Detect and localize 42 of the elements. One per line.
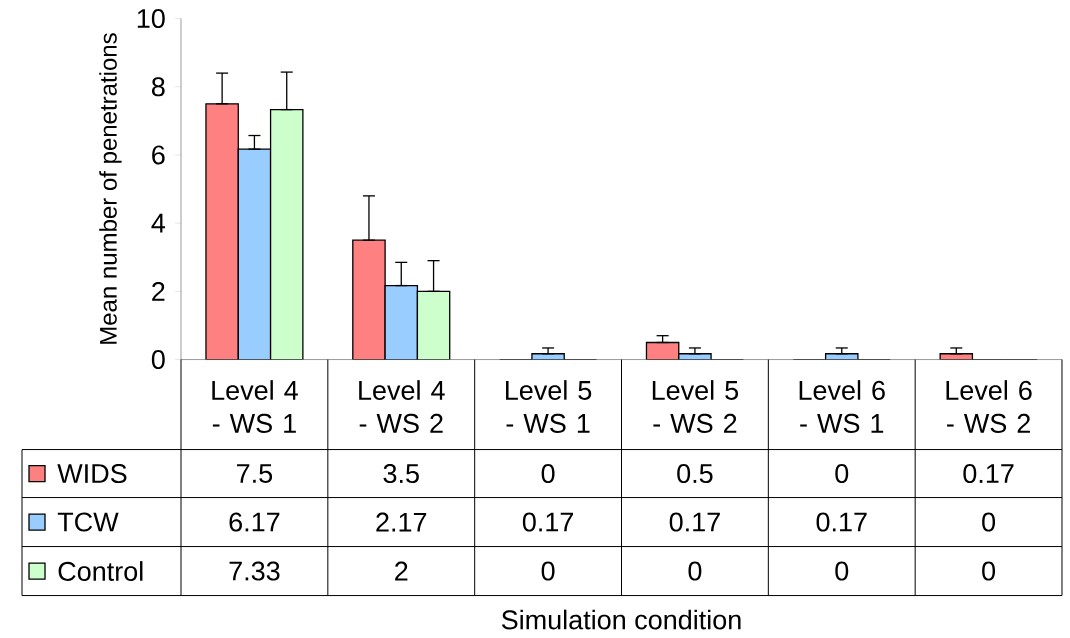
bar [352, 239, 386, 360]
data-label: 7.5 [237, 463, 273, 483]
y-tick-label: 8 [151, 76, 165, 97]
bar [237, 148, 272, 360]
data-label: 0.17 [669, 512, 720, 532]
data-label: 0.17 [522, 512, 573, 532]
text: Simulation condition [501, 609, 741, 630]
bar [645, 341, 680, 360]
legend-label: Control [58, 560, 143, 581]
x-tick-label: Level 5 - WS 2 [652, 379, 739, 433]
data-label: 7.33 [229, 561, 280, 581]
legend-label: TCW [57, 512, 119, 532]
data-label: 2 [395, 561, 408, 581]
y-tick-label: 4 [151, 213, 166, 233]
y-axis-title: Mean number of penetrations [99, 33, 122, 344]
data-label: 0.17 [816, 512, 867, 532]
data-label: 0 [982, 512, 996, 532]
x-tick-label: Level 5 - WS 1 [506, 379, 592, 433]
y-tick-label: 2 [152, 281, 165, 301]
legend-label: WIDS [57, 463, 127, 483]
data-label: 0.17 [963, 463, 1014, 483]
bar [384, 284, 419, 360]
data-label: 0 [982, 561, 996, 581]
x-tick-label: Level 6 - WS 1 [799, 379, 885, 433]
y-tick-label: 6 [152, 145, 165, 165]
x-tick-label: Level 4 - WS 1 [212, 379, 298, 433]
bar [269, 108, 304, 360]
x-tick-label: Level 4 - WS 2 [359, 379, 445, 433]
data-label: 0 [688, 561, 702, 581]
data-label: 0.5 [677, 463, 713, 483]
bar [416, 290, 451, 360]
data-label: 0 [541, 561, 555, 581]
data-label: 6.17 [229, 512, 280, 532]
data-label: 0 [835, 561, 849, 581]
data-label: 2.17 [376, 512, 427, 532]
y-tick-label: 10 [137, 8, 165, 28]
data-label: 0 [541, 463, 555, 483]
x-tick-label: Level 6 - WS 2 [946, 379, 1032, 433]
data-label: 0 [835, 463, 849, 483]
data-label: 3.5 [383, 463, 419, 483]
y-tick-label: 0 [151, 349, 165, 369]
bar [205, 102, 239, 360]
